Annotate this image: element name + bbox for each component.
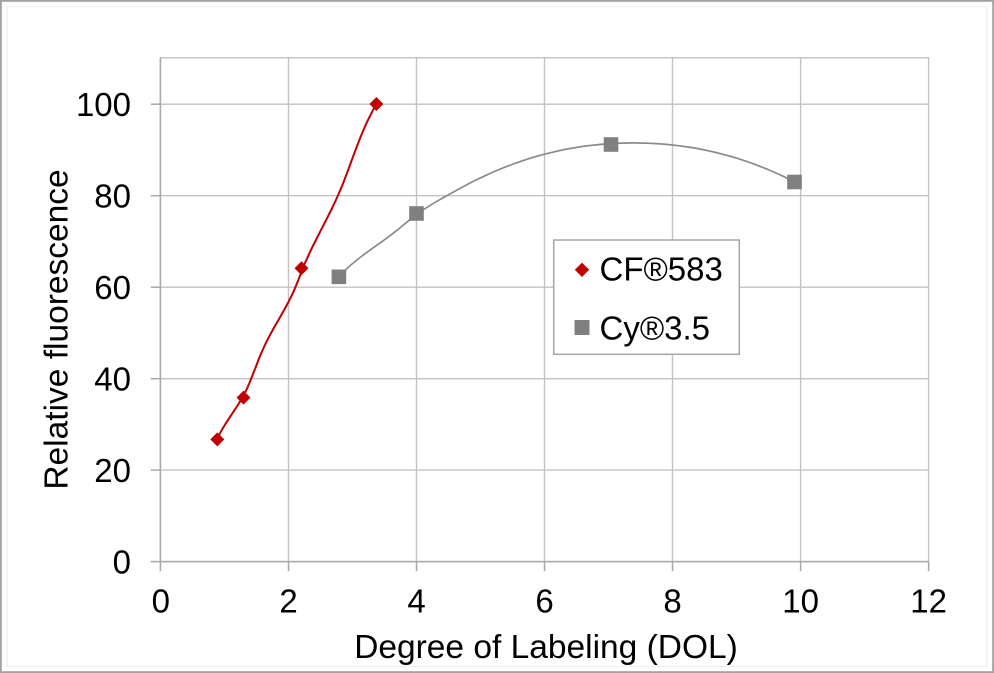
svg-text:6: 6 — [535, 583, 553, 620]
svg-text:60: 60 — [94, 269, 131, 306]
svg-text:Cy®3.5: Cy®3.5 — [600, 310, 711, 347]
svg-text:10: 10 — [782, 583, 819, 620]
svg-text:100: 100 — [76, 86, 131, 123]
svg-text:40: 40 — [94, 361, 131, 398]
svg-text:2: 2 — [279, 583, 297, 620]
svg-text:Degree of Labeling (DOL): Degree of Labeling (DOL) — [354, 629, 738, 666]
svg-text:Relative fluorescence: Relative fluorescence — [39, 169, 76, 489]
svg-text:0: 0 — [152, 583, 170, 620]
svg-text:0: 0 — [113, 543, 131, 580]
svg-text:12: 12 — [910, 583, 947, 620]
svg-text:4: 4 — [407, 583, 425, 620]
svg-text:8: 8 — [663, 583, 681, 620]
svg-text:20: 20 — [94, 452, 131, 489]
svg-text:80: 80 — [94, 178, 131, 215]
svg-text:CF®583: CF®583 — [600, 251, 723, 288]
